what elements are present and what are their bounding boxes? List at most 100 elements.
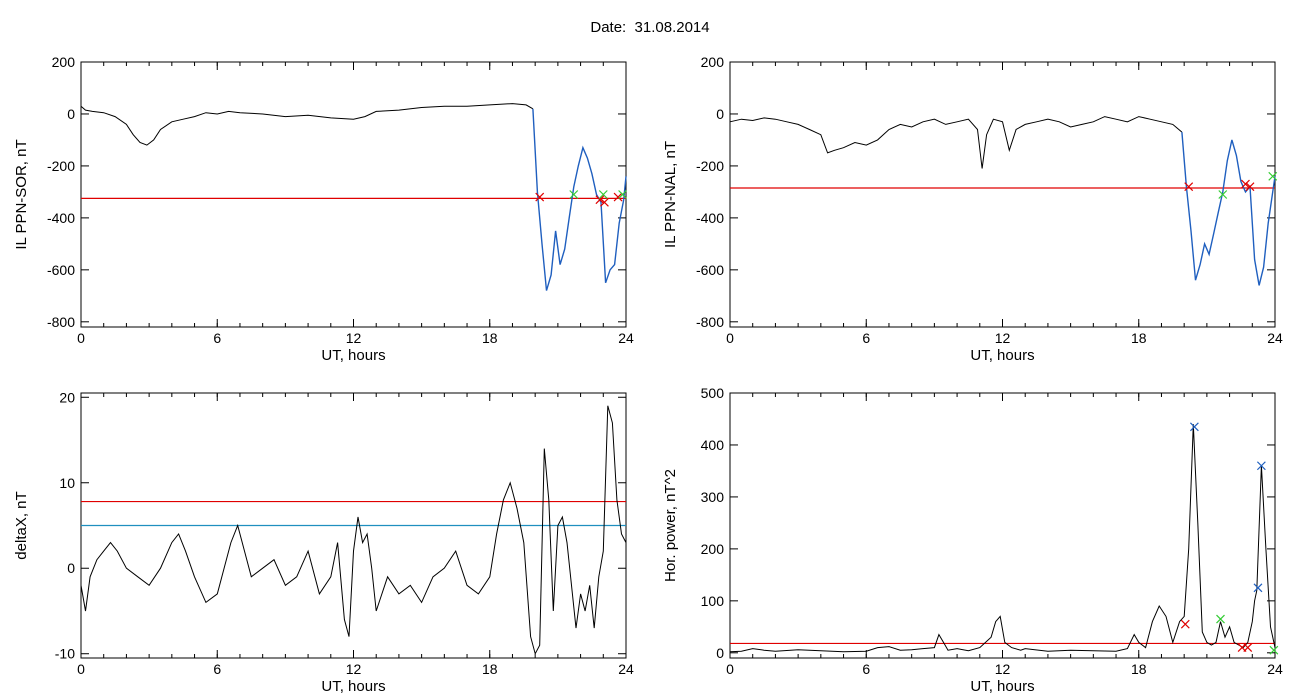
panel-il-ppn-sor: 0 6 12 18 24 200 0 -200 -400 -600 -800 UT, hours IL …: [13, 54, 634, 364]
y-tick-label: 500: [701, 385, 725, 401]
series-line-highlight: [532, 108, 627, 291]
event-marker-stroke: [1268, 171, 1278, 181]
event-marker: [1243, 643, 1253, 653]
event-marker-stroke: [1253, 583, 1263, 593]
plot-frame: [80, 61, 627, 328]
y-axis-label: deltaX, nT: [13, 491, 30, 559]
x-axis-label: UT, hours: [970, 678, 1034, 695]
event-marker-stroke: [613, 192, 623, 202]
x-tick-label: 6: [213, 330, 221, 346]
y-tick-label: -200: [696, 158, 724, 174]
series-line-main: [729, 424, 1276, 653]
x-tick-label: 0: [726, 661, 734, 677]
series-line-main: [80, 405, 627, 656]
series-line-main: [729, 116, 1183, 169]
event-marker-stroke: [1241, 179, 1250, 189]
event-marker: [600, 197, 609, 207]
x-tick-label: 6: [213, 661, 221, 677]
x-tick-label: 24: [618, 661, 634, 677]
event-marker-stroke: [569, 190, 579, 199]
x-tick-label: 0: [77, 330, 85, 346]
x-tick-label: 0: [726, 330, 734, 346]
event-marker-stroke: [618, 190, 628, 199]
event-marker-stroke: [1256, 461, 1266, 471]
y-axis-label: IL PPN-SOR, nT: [13, 139, 30, 249]
y-tick-label: 0: [67, 560, 75, 576]
y-tick-label: -600: [696, 262, 724, 278]
x-tick-label: 6: [862, 661, 870, 677]
x-axis-label: UT, hours: [970, 347, 1034, 364]
y-tick-label: 100: [701, 593, 725, 609]
event-marker-stroke: [1189, 422, 1199, 432]
event-marker: [1180, 619, 1190, 629]
panel-il-ppn-nal: 0 6 12 18 24 200 0 -200 -400 -600 -800 UT, hours IL …: [662, 54, 1283, 364]
event-marker: [1269, 645, 1279, 655]
event-marker: [1245, 182, 1255, 192]
event-marker: [1216, 614, 1225, 624]
y-tick-label: 300: [701, 489, 725, 505]
x-axis-label: UT, hours: [321, 347, 385, 364]
y-axis-label: IL PPN-NAL, nT: [662, 141, 679, 248]
event-marker-stroke: [1245, 182, 1255, 192]
y-axis-label: Hor. power, nT^2: [662, 469, 679, 582]
y-tick-label: 0: [716, 106, 724, 122]
panel-hor-power: 0 6 12 18 24 500 400 300 200 100 0 UT, hours Hor. po…: [662, 385, 1283, 695]
y-tick-label: 200: [701, 54, 725, 70]
y-tick-label: -600: [47, 262, 75, 278]
event-marker: [1241, 179, 1250, 189]
x-tick-label: 6: [862, 330, 870, 346]
x-tick-label: 18: [482, 661, 498, 677]
series-line-highlight: [1181, 132, 1276, 286]
x-tick-label: 18: [1131, 330, 1147, 346]
event-marker: [1256, 461, 1266, 471]
plot-frame: [729, 61, 1276, 328]
event-marker-stroke: [598, 190, 608, 199]
event-marker-stroke: [595, 195, 605, 205]
x-tick-label: 0: [77, 661, 85, 677]
event-marker: [613, 192, 623, 202]
event-marker: [1189, 422, 1199, 432]
y-tick-label: -400: [47, 210, 75, 226]
x-tick-label: 18: [482, 330, 498, 346]
y-tick-label: -800: [47, 314, 75, 330]
event-marker-stroke: [1218, 190, 1228, 199]
y-tick-label: 400: [701, 437, 725, 453]
y-tick-label: -200: [47, 158, 75, 174]
event-marker: [569, 190, 579, 199]
event-marker: [618, 190, 628, 199]
y-tick-label: 10: [59, 475, 75, 491]
event-marker: [1268, 171, 1278, 181]
x-tick-label: 12: [995, 330, 1011, 346]
event-marker: [598, 190, 608, 199]
event-marker: [595, 195, 605, 205]
x-tick-label: 12: [346, 330, 362, 346]
event-marker-stroke: [1184, 182, 1194, 192]
event-marker-stroke: [1243, 643, 1253, 653]
y-tick-label: -400: [696, 210, 724, 226]
x-tick-label: 12: [346, 661, 362, 677]
event-marker: [1253, 583, 1263, 593]
event-marker-stroke: [1180, 619, 1190, 629]
x-tick-label: 24: [618, 330, 634, 346]
event-marker-stroke: [600, 197, 609, 207]
y-tick-label: 0: [67, 106, 75, 122]
y-tick-label: 20: [59, 389, 75, 405]
event-marker: [1184, 182, 1194, 192]
figure-title: Date: 31.08.2014: [590, 19, 710, 36]
event-marker-stroke: [1216, 614, 1225, 624]
x-tick-label: 12: [995, 661, 1011, 677]
y-tick-label: 0: [716, 645, 724, 661]
series-line-main: [80, 103, 534, 146]
y-tick-label: -800: [696, 314, 724, 330]
event-marker-stroke: [535, 192, 545, 202]
x-axis-label: UT, hours: [321, 678, 385, 695]
event-marker-stroke: [1269, 645, 1279, 655]
y-tick-label: 200: [52, 54, 76, 70]
x-tick-label: 24: [1267, 330, 1283, 346]
y-tick-label: -10: [55, 646, 75, 662]
y-tick-label: 200: [701, 541, 725, 557]
event-marker: [1218, 190, 1228, 199]
event-marker: [535, 192, 545, 202]
